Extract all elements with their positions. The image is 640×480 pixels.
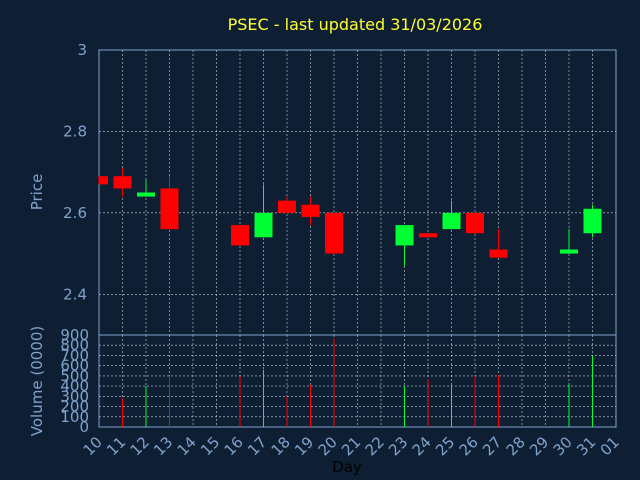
chart-title: PSEC - last updated 31/03/2026 bbox=[228, 15, 483, 34]
volume-panel-frame bbox=[98, 334, 617, 428]
candle-body bbox=[254, 212, 273, 238]
candle-body bbox=[419, 233, 437, 238]
volume-tick-label: 200 bbox=[60, 398, 89, 416]
candle-body bbox=[113, 176, 132, 189]
volume-axis-label: Volume (0000) bbox=[28, 326, 46, 436]
volume-tick-label: 800 bbox=[60, 336, 89, 354]
price-tick-label: 2.6 bbox=[63, 204, 87, 222]
candle-body bbox=[395, 225, 414, 246]
x-tick-label: 15 bbox=[197, 433, 223, 459]
x-tick-label: 28 bbox=[503, 433, 529, 459]
candles bbox=[98, 168, 602, 266]
x-tick-label: 22 bbox=[362, 433, 388, 459]
price-grid bbox=[98, 49, 617, 335]
x-tick-label: 01 bbox=[597, 433, 623, 459]
candle-body bbox=[278, 200, 296, 213]
x-tick-label: 30 bbox=[550, 433, 576, 459]
volume-tick-label: 500 bbox=[60, 367, 89, 385]
price-axis-ticks: 2.4 2.6 2.8 3 bbox=[63, 41, 87, 303]
candle-body bbox=[442, 212, 461, 230]
x-axis-ticks: 1011121314151617181920212223242526272829… bbox=[80, 433, 623, 459]
volume-tick-label: 600 bbox=[60, 357, 89, 375]
volume-tick-label: 900 bbox=[60, 326, 89, 344]
x-tick-label: 18 bbox=[268, 433, 294, 459]
price-tick-label: 2.4 bbox=[63, 285, 87, 303]
candle-body bbox=[137, 192, 155, 197]
x-tick-label: 26 bbox=[456, 433, 482, 459]
candle-body bbox=[489, 249, 508, 258]
price-axis-label: Price bbox=[28, 174, 46, 211]
candle-body bbox=[99, 176, 108, 185]
x-tick-label: 14 bbox=[174, 433, 200, 459]
x-tick-label: 31 bbox=[573, 433, 599, 459]
x-axis-label: Day bbox=[332, 458, 362, 476]
candle-body bbox=[160, 188, 179, 230]
x-tick-label: 23 bbox=[385, 433, 411, 459]
volume-tick-label: 300 bbox=[60, 387, 89, 405]
x-tick-label: 27 bbox=[479, 433, 505, 459]
x-tick-label: 12 bbox=[127, 433, 153, 459]
x-tick-label: 17 bbox=[244, 433, 270, 459]
candle-body bbox=[325, 212, 343, 254]
x-tick-label: 10 bbox=[80, 433, 106, 459]
x-tick-label: 19 bbox=[291, 433, 317, 459]
price-tick-label: 3 bbox=[77, 41, 87, 59]
volume-tick-label: 400 bbox=[60, 377, 89, 395]
volume-bars bbox=[122, 338, 593, 427]
x-tick-label: 13 bbox=[150, 433, 176, 459]
x-tick-label: 29 bbox=[526, 433, 552, 459]
candle-body bbox=[231, 225, 249, 246]
price-tick-label: 2.8 bbox=[63, 122, 87, 140]
x-tick-label: 25 bbox=[432, 433, 458, 459]
x-tick-label: 11 bbox=[103, 433, 129, 459]
x-tick-label: 16 bbox=[221, 433, 247, 459]
candle-body bbox=[583, 208, 602, 234]
x-tick-label: 20 bbox=[315, 433, 341, 459]
candle-body bbox=[560, 249, 578, 254]
candle-body bbox=[466, 212, 484, 234]
x-tick-label: 24 bbox=[409, 433, 435, 459]
x-tick-label: 21 bbox=[338, 433, 364, 459]
volume-grid bbox=[98, 334, 617, 428]
candle-body bbox=[301, 204, 320, 217]
volume-tick-label: 100 bbox=[60, 408, 89, 426]
volume-tick-label: 0 bbox=[79, 418, 89, 436]
volume-tick-label: 700 bbox=[60, 346, 89, 364]
